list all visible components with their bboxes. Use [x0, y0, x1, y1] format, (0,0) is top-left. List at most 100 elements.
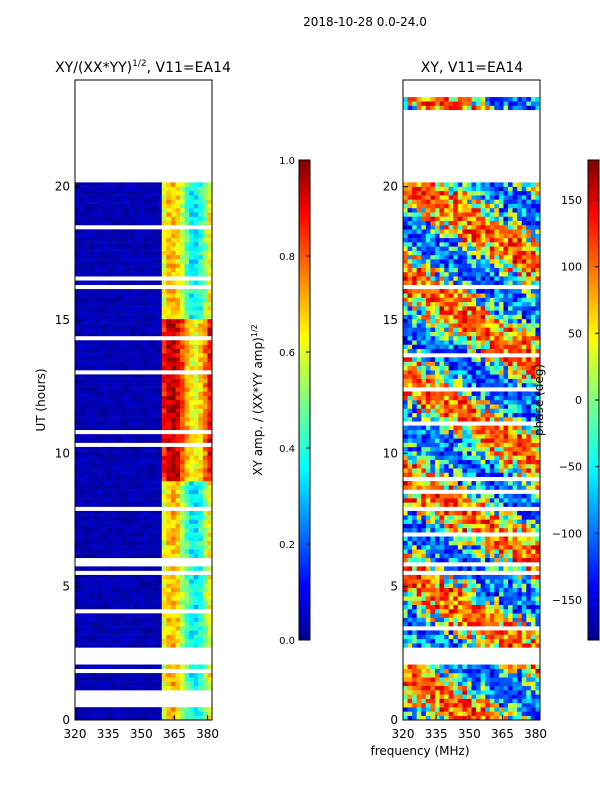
amp-heatmap-cell: [148, 365, 154, 371]
amp-heatmap-cell: [207, 289, 213, 294]
amp-heatmap-cell: [138, 395, 144, 401]
phase-heatmap-cell: [530, 583, 536, 588]
phase-heatmap-cell: [430, 502, 436, 507]
amp-heatmap-cell: [157, 685, 163, 691]
phase-heatmap-cell: [521, 557, 527, 563]
amp-heatmap-cell: [189, 391, 195, 396]
amp-heatmap-cell: [88, 344, 94, 349]
amp-heatmap-cell: [93, 293, 99, 298]
amp-heatmap-cell: [116, 519, 122, 524]
amp-heatmap-cell: [120, 387, 126, 392]
phase-heatmap-cell: [448, 498, 454, 503]
phase-heatmap-cell: [530, 528, 536, 533]
phase-heatmap-cell: [416, 707, 422, 712]
amp-heatmap-cell: [97, 190, 103, 196]
amp-heatmap-cell: [184, 600, 190, 605]
amp-heatmap-cell: [106, 233, 112, 239]
amp-heatmap-cell: [97, 242, 103, 247]
amp-heatmap-cell: [129, 438, 135, 443]
phase-heatmap-cell: [476, 493, 482, 499]
amp-heatmap-cell: [97, 374, 103, 379]
phase-heatmap-cell: [512, 485, 518, 490]
amp-heatmap-cell: [97, 293, 103, 298]
amp-heatmap-cell: [207, 374, 213, 379]
amp-heatmap-cell: [170, 297, 176, 303]
phase-heatmap-cell: [453, 468, 459, 473]
phase-heatmap-cell: [444, 566, 450, 571]
amp-heatmap-cell: [97, 220, 103, 226]
amp-heatmap-cell: [143, 677, 149, 682]
amp-heatmap-cell: [134, 242, 140, 247]
amp-heatmap-cell: [79, 229, 85, 234]
amp-heatmap-cell: [93, 446, 99, 452]
phase-heatmap-cell: [444, 583, 450, 588]
amp-heatmap-cell: [75, 220, 80, 226]
amp-heatmap-cell: [120, 617, 126, 623]
phase-heatmap-cell: [421, 502, 427, 507]
amp-heatmap-cell: [198, 195, 204, 200]
phase-heatmap-cell: [462, 425, 468, 431]
amp-heatmap-cell: [180, 387, 185, 392]
phase-heatmap-cell: [407, 711, 413, 716]
amp-heatmap-cell: [198, 280, 204, 285]
amp-heatmap-cell: [102, 707, 108, 712]
amp-heatmap-cell: [125, 502, 131, 507]
amp-heatmap-cell: [207, 190, 213, 196]
phase-heatmap-cell: [444, 540, 450, 546]
amp-heatmap-cell: [148, 190, 154, 196]
phase-heatmap-cell: [494, 417, 500, 422]
phase-heatmap-cell: [425, 574, 431, 580]
amp-heatmap-cell: [193, 510, 199, 516]
phase-heatmap-cell: [457, 510, 463, 516]
amp-heatmap-cell: [106, 681, 112, 687]
amp-heatmap-cell: [79, 301, 85, 307]
phase-heatmap-cell: [416, 519, 422, 524]
amp-heatmap-cell: [116, 566, 122, 571]
amp-heatmap-cell: [198, 681, 204, 687]
amp-heatmap-cell: [125, 519, 131, 524]
phase-heatmap-cell: [476, 468, 482, 473]
amp-heatmap-cell: [116, 604, 122, 610]
phase-heatmap-cell: [462, 540, 468, 546]
amp-heatmap-cell: [75, 425, 80, 431]
amp-heatmap-cell: [184, 638, 190, 644]
amp-heatmap-cell: [125, 293, 131, 298]
amp-heatmap-cell: [75, 391, 80, 396]
amp-heatmap-cell: [166, 630, 172, 635]
phase-heatmap-cell: [517, 583, 523, 588]
amp-heatmap-cell: [166, 400, 172, 405]
amp-heatmap-cell: [129, 549, 135, 554]
amp-heatmap-cell: [116, 348, 122, 354]
amp-heatmap-cell: [189, 574, 195, 580]
amp-heatmap-cell: [189, 446, 195, 452]
phase-heatmap-cell: [512, 592, 518, 597]
amp-heatmap-cell: [88, 574, 94, 580]
amp-heatmap-cell: [193, 404, 199, 409]
amp-heatmap-cell: [193, 549, 199, 554]
amp-heatmap-cell: [79, 451, 85, 456]
phase-heatmap-cell: [439, 617, 445, 623]
amp-heatmap-cell: [102, 186, 108, 192]
phase-heatmap-cell: [535, 425, 541, 431]
phase-heatmap-cell: [517, 630, 523, 635]
phase-heatmap-cell: [503, 472, 509, 477]
phase-heatmap-cell: [489, 673, 495, 678]
phase-heatmap-cell: [444, 715, 450, 721]
amp-heatmap-cell: [111, 331, 117, 337]
amp-heatmap-cell: [175, 596, 181, 601]
phase-heatmap-cell: [466, 442, 472, 448]
amp-heatmap-cell: [157, 314, 163, 320]
amp-heatmap-cell: [88, 314, 94, 320]
amp-heatmap-cell: [106, 638, 112, 644]
amp-heatmap-cell: [84, 306, 90, 311]
amp-heatmap-cell: [157, 681, 163, 687]
amp-heatmap-cell: [198, 498, 204, 503]
amp-heatmap-cell: [79, 250, 85, 256]
phase-heatmap-cell: [498, 698, 504, 704]
amp-heatmap-cell: [125, 365, 131, 371]
phase-heatmap-cell: [444, 438, 450, 443]
phase-heatmap-cell: [485, 464, 491, 469]
amp-heatmap-cell: [166, 596, 172, 601]
amp-heatmap-cell: [93, 553, 99, 559]
amp-heatmap-cell: [120, 289, 126, 294]
